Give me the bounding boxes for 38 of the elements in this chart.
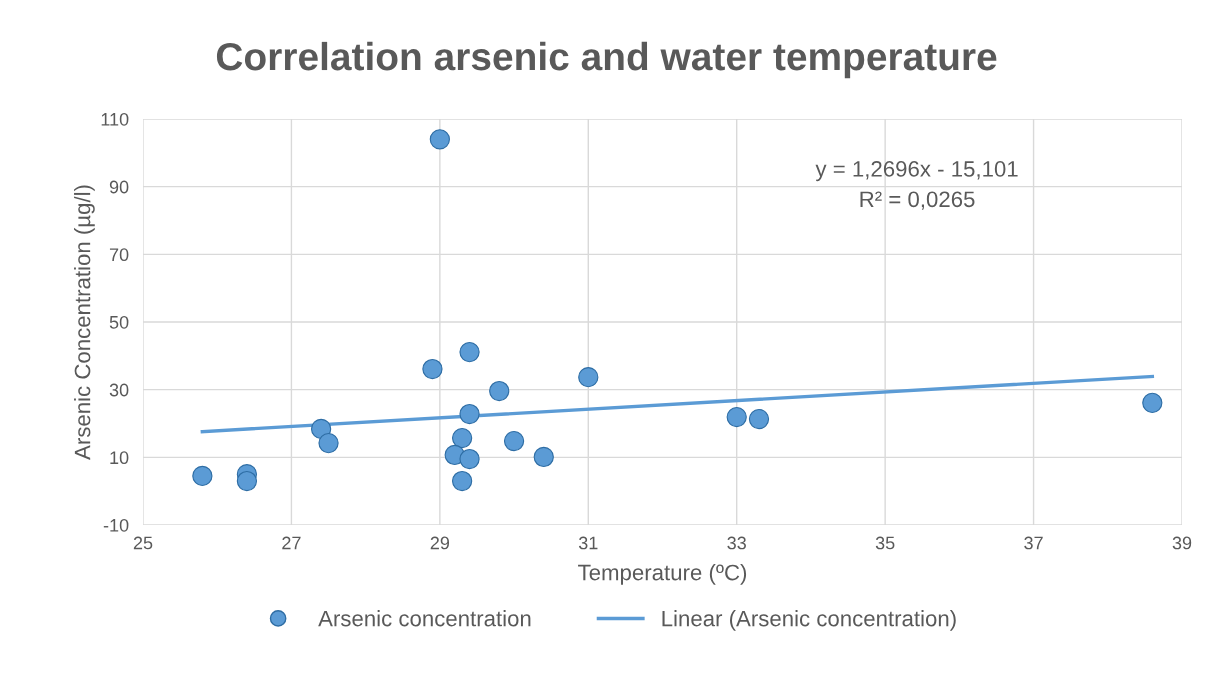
point [422, 358, 443, 380]
point [451, 470, 473, 492]
x-tick-label: 33 [727, 536, 746, 550]
point [726, 406, 747, 428]
point [503, 430, 525, 452]
x-axis-title: Temperature (ºC) [578, 564, 747, 585]
point [459, 448, 480, 470]
point [578, 367, 599, 388]
y-tick-label: 90 [109, 180, 129, 194]
x-tick-label: 31 [578, 536, 598, 550]
y-axis-title: Arsenic Concentration (µg/l) [74, 185, 95, 460]
x-tick-label: 25 [133, 536, 153, 550]
y-tick-label: 50 [109, 315, 129, 329]
point [489, 380, 510, 402]
y-tick-label: 110 [101, 112, 129, 126]
y-tick-label: -10 [103, 518, 129, 532]
legend-label: Linear (Arsenic concentration) [662, 610, 956, 631]
legend-label: Arsenic concentration [318, 610, 531, 627]
point [533, 446, 554, 468]
point [1142, 392, 1163, 413]
point [192, 465, 213, 487]
point [748, 408, 770, 430]
chart-title: Correlation arsenic and water temperature [216, 41, 997, 79]
point [318, 432, 339, 454]
y-tick-label: 10 [110, 451, 129, 465]
point [459, 341, 480, 363]
x-tick-label: 37 [1024, 536, 1043, 550]
x-tick-label: 39 [1172, 536, 1192, 550]
point [236, 470, 258, 492]
x-tick-label: 35 [875, 536, 895, 550]
x-tick-label: 29 [430, 536, 450, 550]
point [429, 129, 450, 150]
point [459, 403, 480, 425]
annotation: y = 1,2696x - 15,101 R² = 0,0265 [815, 161, 1018, 210]
y-tick-label: 70 [109, 248, 129, 262]
y-tick-label: 30 [109, 383, 129, 397]
point [451, 427, 473, 449]
x-tick-label: 27 [282, 536, 301, 550]
